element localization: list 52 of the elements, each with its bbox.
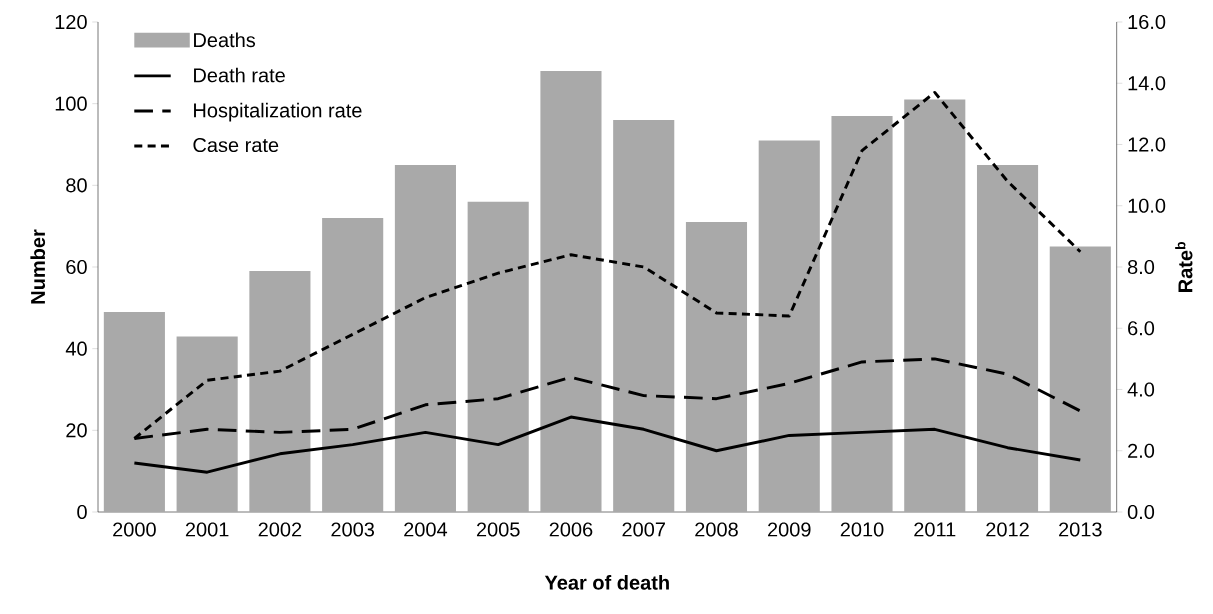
- y-tick-label: 80: [66, 178, 87, 193]
- bar: [540, 70, 602, 512]
- bar: [976, 164, 1039, 512]
- y-tick-label: 40: [65, 341, 87, 356]
- y2-tick-label: 0.0: [1127, 504, 1155, 520]
- bar: [1049, 246, 1111, 512]
- line-series: [132, 415, 1082, 474]
- y2-axis-title: Rate$^{b}$: [1175, 241, 1193, 292]
- x-tick-label: 2008: [695, 522, 738, 537]
- y2-tick-label: 6.0: [1128, 321, 1155, 336]
- y2-tick-label: 12.0: [1128, 137, 1166, 152]
- x-tick-label: 2001: [185, 522, 229, 537]
- y2-tick-label: 2.0: [1128, 443, 1155, 458]
- x-tick-label: 2007: [622, 522, 665, 537]
- y2-tick-label: 4.0: [1127, 382, 1155, 397]
- bar: [613, 120, 675, 512]
- legend-label: Case rate: [193, 137, 279, 153]
- x-tick-label: 2006: [549, 522, 593, 537]
- bar: [904, 99, 966, 512]
- y2-tick-label: 10.0: [1128, 198, 1166, 213]
- legend-label: Deaths: [194, 32, 256, 48]
- x-tick-label: 2009: [768, 522, 811, 537]
- x-axis-title: Year of death: [544, 575, 669, 590]
- bar: [103, 311, 165, 512]
- x-tick-label: 2005: [476, 522, 520, 537]
- legend-label: Hospitalization rate: [194, 102, 362, 122]
- bar: [322, 218, 384, 512]
- y-axis-title: Number: [30, 229, 46, 304]
- y-tick-label: 20: [66, 423, 87, 438]
- bar: [394, 164, 456, 512]
- bar: [685, 222, 748, 512]
- y-tick-label: 100: [55, 96, 87, 111]
- y-tick-label: 0: [77, 504, 87, 520]
- y2-tick-label: 8.0: [1127, 259, 1155, 275]
- x-tick-label: 2002: [258, 522, 302, 537]
- y2-tick-label: 14.0: [1128, 76, 1166, 91]
- bar: [831, 115, 893, 512]
- x-tick-label: 2013: [1059, 522, 1102, 537]
- x-tick-label: 2011: [914, 522, 956, 537]
- bar: [249, 271, 311, 512]
- x-tick-label: 2003: [331, 522, 375, 537]
- bar: [176, 336, 238, 512]
- x-tick-label: 2000: [113, 522, 156, 537]
- y-tick-label: 120: [55, 14, 87, 30]
- y-tick-label: 60: [66, 259, 87, 275]
- y2-tick-label: 16.0: [1128, 14, 1166, 30]
- bar: [467, 201, 529, 512]
- legend-label: Death rate: [194, 67, 285, 83]
- bar: [758, 140, 820, 512]
- x-tick-label: 2010: [840, 522, 884, 537]
- x-tick-label: 2012: [986, 522, 1029, 537]
- x-tick-label: 2004: [404, 522, 448, 537]
